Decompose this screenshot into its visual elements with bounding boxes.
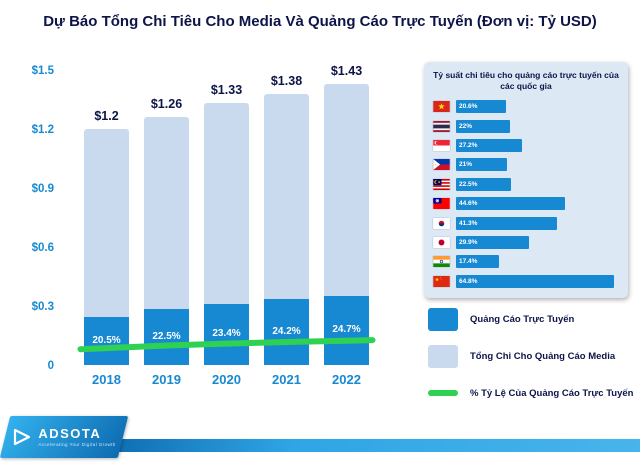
online-ads-bar bbox=[324, 295, 369, 365]
online-ads-percent-label: 20.5% bbox=[92, 334, 121, 346]
country-percent-bar: 17.4% bbox=[456, 255, 499, 269]
online-ads-bar bbox=[264, 299, 309, 365]
country-percent-bar: 44.6% bbox=[456, 197, 565, 211]
country-row: 21% bbox=[433, 155, 619, 174]
country-row: 44.6% bbox=[433, 194, 619, 213]
chart-legend: Quảng Cáo Trực Tuyến Tổng Chi Cho Quảng … bbox=[428, 307, 633, 418]
country-row: 27.2% bbox=[433, 136, 619, 155]
logo-tagline: Accelerating Your Digital Growth bbox=[38, 442, 116, 447]
india-flag-icon bbox=[433, 256, 450, 268]
y-tick-label: $1.5 bbox=[31, 65, 54, 77]
country-rows: 20.6% 22% 27.2% 21% 22.5% 44.6% 41.3% 29.9% 17.4… bbox=[433, 97, 619, 291]
country-panel: Tỷ suất chi tiêu cho quảng cáo trực tuyế… bbox=[424, 62, 628, 298]
spend-forecast-chart: 0 $0.3 $0.6 $0.9 $1.2 $1.5 $1.2 20.5% 2018 $1.26… bbox=[32, 64, 392, 387]
china-flag-icon bbox=[433, 275, 450, 287]
y-tick-label: $0.3 bbox=[31, 301, 54, 313]
country-percent-bar: 20.6% bbox=[456, 100, 507, 114]
country-percent-bar: 22% bbox=[456, 119, 510, 133]
plot-area: $1.2 20.5% 2018 $1.26 22.5% 2019 $1.33 23.4% 202… bbox=[62, 64, 392, 387]
country-row: 29.9% bbox=[433, 233, 619, 252]
total-spend-label: $1.26 bbox=[150, 97, 183, 112]
south-korea-flag-icon bbox=[433, 217, 450, 229]
y-tick-label: $0.9 bbox=[31, 183, 54, 195]
malaysia-flag-icon bbox=[433, 178, 450, 190]
country-row: 22.5% bbox=[433, 175, 619, 194]
country-row: 17.4% bbox=[433, 252, 619, 271]
taiwan-flag-icon bbox=[433, 198, 450, 210]
country-percent-bar: 22.5% bbox=[456, 177, 511, 191]
country-row: 41.3% bbox=[433, 213, 619, 232]
thailand-flag-icon bbox=[433, 120, 450, 132]
total-spend-label: $1.43 bbox=[330, 63, 363, 78]
online-ads-swatch bbox=[428, 307, 458, 331]
online-ads-percent-label: 24.7% bbox=[332, 324, 361, 336]
country-panel-title: Tỷ suất chi tiêu cho quảng cáo trực tuyế… bbox=[433, 70, 619, 92]
total-media-swatch bbox=[428, 344, 458, 368]
country-row: 64.8% bbox=[433, 272, 619, 291]
online-ads-percent-label: 22.5% bbox=[152, 331, 181, 343]
online-ads-percent-label: 24.2% bbox=[272, 326, 301, 338]
percent-line-swatch bbox=[428, 390, 458, 396]
singapore-flag-icon bbox=[433, 140, 450, 152]
country-percent-bar: 29.9% bbox=[456, 236, 529, 250]
legend-label-percent-line: % Tỷ Lệ Của Quảng Cáo Trực Tuyến bbox=[470, 387, 634, 399]
adsota-logo-icon bbox=[14, 428, 31, 446]
total-spend-label: $1.33 bbox=[210, 83, 243, 98]
footer-stripe bbox=[104, 439, 640, 452]
page-title: Dự Báo Tổng Chi Tiêu Cho Media Và Quảng … bbox=[43, 13, 597, 30]
x-axis-year-label: 2022 bbox=[332, 372, 361, 387]
total-spend-label: $1.2 bbox=[94, 109, 119, 123]
japan-flag-icon bbox=[433, 237, 450, 249]
online-ads-bar bbox=[204, 303, 249, 365]
x-axis-year-label: 2020 bbox=[212, 372, 241, 387]
y-tick-label: 0 bbox=[47, 360, 54, 372]
legend-label-online-ads: Quảng Cáo Trực Tuyến bbox=[470, 313, 575, 325]
logo-text: ADSOTA bbox=[38, 426, 102, 441]
country-percent-bar: 64.8% bbox=[456, 274, 615, 288]
vietnam-flag-icon bbox=[433, 101, 450, 113]
country-percent-bar: 21% bbox=[456, 158, 508, 172]
legend-label-total-media: Tổng Chi Cho Quảng Cáo Media bbox=[470, 350, 616, 362]
country-row: 20.6% bbox=[433, 97, 619, 116]
online-ads-percent-label: 23.4% bbox=[212, 328, 241, 340]
y-tick-label: $0.6 bbox=[31, 242, 54, 254]
total-spend-label: $1.38 bbox=[270, 73, 303, 88]
x-axis-year-label: 2021 bbox=[272, 372, 301, 387]
legend-item-online-ads: Quảng Cáo Trực Tuyến bbox=[428, 307, 633, 331]
y-tick-label: $1.2 bbox=[31, 124, 54, 136]
country-row: 22% bbox=[433, 116, 619, 135]
philippines-flag-icon bbox=[433, 159, 450, 171]
x-axis-year-label: 2019 bbox=[152, 372, 181, 387]
country-percent-bar: 27.2% bbox=[456, 139, 523, 153]
adsota-logo: ADSOTA Accelerating Your Digital Growth bbox=[0, 416, 129, 458]
x-axis-year-label: 2018 bbox=[92, 372, 121, 387]
legend-item-percent-line: % Tỷ Lệ Của Quảng Cáo Trực Tuyến bbox=[428, 381, 633, 405]
country-percent-bar: 41.3% bbox=[456, 216, 557, 230]
legend-item-total-media: Tổng Chi Cho Quảng Cáo Media bbox=[428, 344, 633, 368]
